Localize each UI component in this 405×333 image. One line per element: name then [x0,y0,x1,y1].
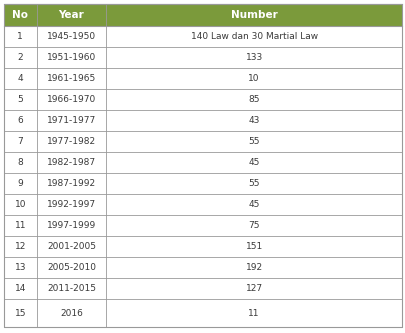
Text: 1997-1999: 1997-1999 [47,221,96,230]
Text: 133: 133 [245,53,262,62]
Text: Number: Number [230,10,277,20]
Text: 1966-1970: 1966-1970 [47,95,96,104]
Text: 9: 9 [17,179,23,188]
Text: 12: 12 [15,242,26,251]
Text: 1945-1950: 1945-1950 [47,32,96,41]
Text: 8: 8 [17,158,23,167]
Text: 5: 5 [17,95,23,104]
Text: 1992-1997: 1992-1997 [47,200,96,209]
Text: 14: 14 [15,284,26,293]
Text: 2011-2015: 2011-2015 [47,284,96,293]
Text: 1: 1 [17,32,23,41]
Text: 1987-1992: 1987-1992 [47,179,96,188]
Text: 1971-1977: 1971-1977 [47,116,96,125]
Bar [4,4,401,26]
Text: 4: 4 [17,74,23,83]
Text: 1977-1982: 1977-1982 [47,137,96,146]
Text: Year: Year [58,10,84,20]
Text: 10: 10 [248,74,259,83]
Text: 2016: 2016 [60,308,83,317]
Text: 45: 45 [248,158,259,167]
Text: 15: 15 [15,308,26,317]
Text: 10: 10 [15,200,26,209]
Text: 85: 85 [248,95,259,104]
Text: 192: 192 [245,263,262,272]
Text: 140 Law dan 30 Martial Law: 140 Law dan 30 Martial Law [190,32,317,41]
Text: 2: 2 [17,53,23,62]
Text: 43: 43 [248,116,259,125]
Text: 55: 55 [248,179,259,188]
Text: 1951-1960: 1951-1960 [47,53,96,62]
Text: 13: 13 [15,263,26,272]
Text: 75: 75 [248,221,259,230]
Text: 1982-1987: 1982-1987 [47,158,96,167]
Text: 55: 55 [248,137,259,146]
Text: 11: 11 [248,308,259,317]
Text: 7: 7 [17,137,23,146]
Text: 151: 151 [245,242,262,251]
Text: 2001-2005: 2001-2005 [47,242,96,251]
Text: No: No [12,10,28,20]
Text: 11: 11 [15,221,26,230]
Text: 6: 6 [17,116,23,125]
Text: 2005-2010: 2005-2010 [47,263,96,272]
Text: 45: 45 [248,200,259,209]
Text: 127: 127 [245,284,262,293]
Text: 1961-1965: 1961-1965 [47,74,96,83]
